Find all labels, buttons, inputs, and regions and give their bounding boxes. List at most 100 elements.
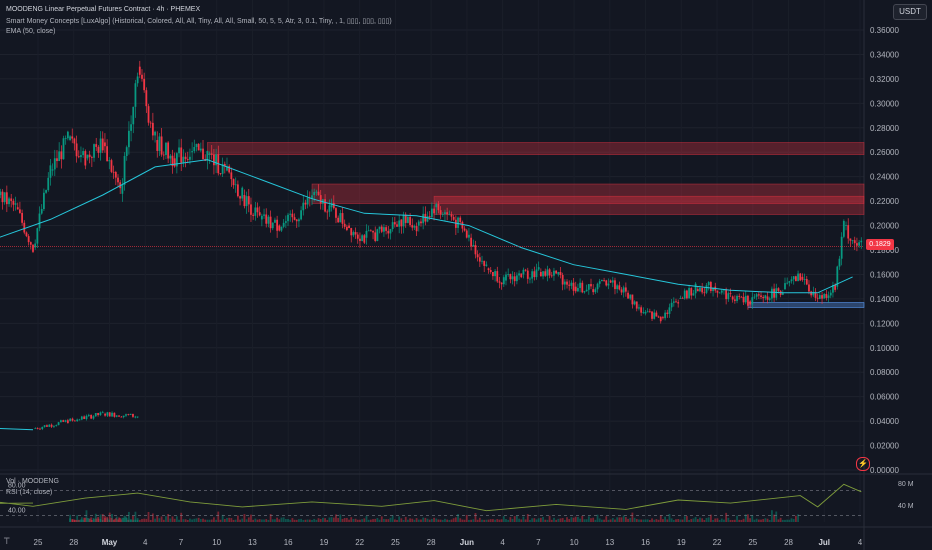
candle-body [34,243,37,248]
currency-unit-button[interactable]: USDT [893,4,927,20]
candle-body [705,285,708,293]
time-tick-label: 25 [391,538,400,547]
volume-bar [213,517,215,522]
volume-bar [308,519,311,522]
candle-body [703,292,706,294]
candle-body [709,281,712,292]
volume-bar [95,518,98,522]
volume-bar [690,519,693,522]
price-tick-label: 0.18000 [870,246,899,255]
candle-body [12,200,15,205]
rsi-indicator-label[interactable]: RSI (14, close) [6,489,53,496]
volume-bar [773,514,775,522]
tradingview-logo[interactable]: ꓔ [4,536,10,546]
volume-bar [129,519,132,522]
time-tick-label: May [102,538,118,547]
volume-bar [513,516,516,522]
volume-bar [437,519,440,522]
candle-body [452,217,455,220]
volume-bar [555,519,558,522]
volume-bar [361,519,364,522]
candle-body [402,214,405,227]
volume-bar [73,519,76,522]
candle-body [404,214,407,223]
volume-bar [138,519,141,522]
candle-body [93,144,95,158]
candle-body [598,281,601,284]
time-tick-label: 22 [355,538,364,547]
price-tick-label: 0.06000 [870,393,899,402]
volume-bar [99,518,102,522]
volume-bar [217,511,220,522]
candle-body [646,311,649,313]
time-tick-label: 16 [641,538,650,547]
candle-body [457,217,459,228]
candle-body [271,222,274,229]
candle-body [87,414,90,416]
volume-bar [123,515,126,522]
vol-indicator-label[interactable]: Vol · MOODENG [6,478,59,485]
price-tick-label: 0.16000 [870,270,899,279]
candle-body [343,223,346,227]
volume-bar [468,519,470,522]
candle-body [106,146,109,162]
candle-body [856,243,858,246]
candle-body [533,271,536,278]
candle-body [108,160,111,162]
candle-body [596,283,599,290]
candle-body [250,204,252,215]
volume-bar [524,519,527,522]
volume-bar [87,518,90,522]
candle-body [195,143,198,147]
time-tick-label: 4 [500,538,505,547]
volume-bar [670,518,673,522]
candle-body [624,287,627,292]
volume-bar [699,517,701,522]
candle-body [265,214,268,224]
candle-body [522,269,525,275]
volume-bar [97,518,100,522]
candle-body [559,272,562,276]
candle-body [430,208,433,218]
volume-bar [430,519,433,522]
candle-body [448,214,451,216]
candle-body [199,148,202,151]
volume-bar [84,517,87,522]
volume-bar [411,518,414,522]
volume-bar [265,519,268,522]
candle-body [498,281,501,283]
candle-body [768,298,771,300]
candle-body [587,284,590,290]
volume-bar [243,514,246,522]
indicator-ema-label[interactable]: EMA (50, close) [6,28,56,35]
volume-bar [145,518,148,522]
volume-bar [792,519,795,522]
volume-bar [428,519,431,522]
candle-body [120,416,123,418]
candle-body [51,169,54,171]
candle-body [56,158,58,162]
candle-body [799,273,802,281]
volume-bar [426,518,429,522]
lightning-icon[interactable]: ⚡ [856,457,870,471]
candle-body [232,179,235,186]
volume-bar [94,513,97,522]
volume-bar [666,519,669,522]
volume-bar [509,517,512,522]
candle-body [330,202,333,208]
candle-body [48,424,51,427]
candle-body [716,290,719,293]
candle-body [659,316,662,322]
volume-bar [581,515,584,522]
volume-bar [88,518,91,522]
candle-body [182,156,185,163]
volume-bar [627,518,629,522]
candle-body [80,155,82,158]
candle-body [568,284,571,286]
candle-body [71,136,74,139]
candle-body [282,222,285,227]
indicator-smc-label[interactable]: Smart Money Concepts [LuxAlgo] (Historic… [6,18,392,25]
volume-bar [182,519,185,522]
volume-bar [326,519,329,522]
